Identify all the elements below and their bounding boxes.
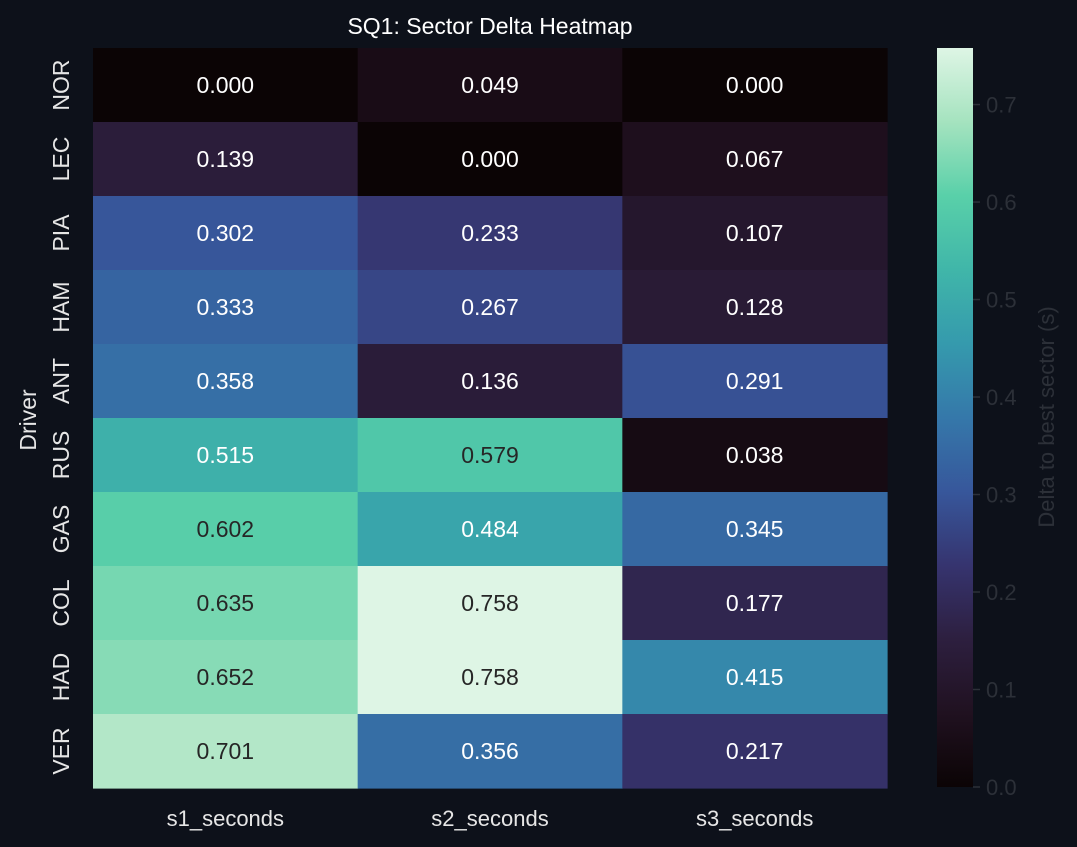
heatmap-cell bbox=[622, 566, 888, 641]
cell-value-label: 0.049 bbox=[461, 72, 519, 98]
y-axis-label: Driver bbox=[15, 389, 41, 451]
colorbar-tick-label: 0.1 bbox=[986, 678, 1017, 703]
row-label: VER bbox=[48, 727, 74, 774]
cell-value-label: 0.000 bbox=[197, 72, 255, 98]
cell-value-label: 0.233 bbox=[461, 220, 519, 246]
heatmap-cell bbox=[93, 566, 359, 641]
heatmap-cell bbox=[622, 714, 888, 789]
row-label: HAM bbox=[48, 281, 74, 332]
heatmap-cell bbox=[93, 270, 359, 345]
row-label: COL bbox=[48, 579, 74, 627]
heatmap-cell bbox=[93, 714, 359, 789]
row-label: ANT bbox=[48, 358, 74, 404]
heatmap-cell bbox=[93, 492, 359, 567]
cell-value-label: 0.358 bbox=[197, 368, 255, 394]
cell-value-label: 0.136 bbox=[461, 368, 519, 394]
colorbar-tick-label: 0.2 bbox=[986, 580, 1017, 605]
row-label: NOR bbox=[48, 59, 74, 110]
cell-value-label: 0.217 bbox=[726, 738, 784, 764]
column-tick-labels: s1_seconds s2_seconds s3_seconds bbox=[167, 806, 814, 831]
colorbar-tick-label: 0.4 bbox=[986, 385, 1017, 410]
colorbar-tick-label: 0.5 bbox=[986, 288, 1017, 313]
heatmap-cell bbox=[357, 566, 623, 641]
heatmap-cells: 0.000 0.049 0.000 0.139 0.000 0.067 0.302 0.233… bbox=[93, 48, 888, 789]
cell-value-label: 0.139 bbox=[197, 146, 255, 172]
row-label: HAD bbox=[48, 653, 74, 702]
cell-value-label: 0.484 bbox=[461, 516, 519, 542]
heatmap-cell bbox=[357, 640, 623, 715]
column-label: s1_seconds bbox=[167, 806, 284, 831]
cell-value-label: 0.291 bbox=[726, 368, 784, 394]
cell-value-label: 0.515 bbox=[197, 442, 255, 468]
cell-value-label: 0.635 bbox=[197, 590, 255, 616]
heatmap-cell bbox=[357, 492, 623, 567]
cell-value-label: 0.345 bbox=[726, 516, 784, 542]
colorbar-tick-label: 0.7 bbox=[986, 93, 1017, 118]
cell-value-label: 0.356 bbox=[461, 738, 519, 764]
colorbar-label: Delta to best sector (s) bbox=[1034, 306, 1059, 527]
heatmap-cell bbox=[622, 270, 888, 345]
heatmap-cell bbox=[622, 196, 888, 271]
cell-value-label: 0.038 bbox=[726, 442, 784, 468]
colorbar-tick-label: 0.3 bbox=[986, 483, 1017, 508]
colorbar-ticks: 0.0 0.1 0.2 0.3 0.4 0.5 0.6 0.7 bbox=[973, 93, 1017, 800]
heatmap-cell bbox=[93, 48, 359, 123]
heatmap-cell bbox=[93, 122, 359, 197]
heatmap-cell bbox=[357, 344, 623, 419]
colorbar-tick-label: 0.0 bbox=[986, 775, 1017, 800]
row-label: LEC bbox=[48, 137, 74, 182]
heatmap-cell bbox=[622, 344, 888, 419]
heatmap-cell bbox=[622, 418, 888, 493]
row-tick-labels: NOR LEC PIA HAM ANT RUS GAS COL HAD VER bbox=[48, 59, 74, 774]
row-label: PIA bbox=[48, 214, 74, 252]
heatmap-cell bbox=[357, 270, 623, 345]
heatmap-cell bbox=[622, 48, 888, 123]
column-label: s3_seconds bbox=[696, 806, 813, 831]
chart-title: SQ1: Sector Delta Heatmap bbox=[347, 13, 632, 39]
cell-value-label: 0.333 bbox=[197, 294, 255, 320]
colorbar-tick-label: 0.6 bbox=[986, 190, 1017, 215]
heatmap-cell bbox=[93, 196, 359, 271]
column-label: s2_seconds bbox=[431, 806, 548, 831]
colorbar-gradient bbox=[937, 48, 973, 787]
colorbar: 0.0 0.1 0.2 0.3 0.4 0.5 0.6 0.7 Delta to best s… bbox=[937, 48, 1059, 800]
heatmap-cell bbox=[93, 640, 359, 715]
cell-value-label: 0.302 bbox=[197, 220, 255, 246]
cell-value-label: 0.602 bbox=[197, 516, 255, 542]
heatmap-cell bbox=[357, 418, 623, 493]
cell-value-label: 0.177 bbox=[726, 590, 784, 616]
heatmap-cell bbox=[622, 492, 888, 567]
cell-value-label: 0.758 bbox=[461, 664, 519, 690]
cell-value-label: 0.415 bbox=[726, 664, 784, 690]
cell-value-label: 0.579 bbox=[461, 442, 519, 468]
row-label: RUS bbox=[48, 431, 74, 480]
cell-value-label: 0.701 bbox=[197, 738, 255, 764]
heatmap-cell bbox=[93, 344, 359, 419]
cell-value-label: 0.067 bbox=[726, 146, 784, 172]
cell-value-label: 0.758 bbox=[461, 590, 519, 616]
heatmap-cell bbox=[622, 122, 888, 197]
cell-value-label: 0.267 bbox=[461, 294, 519, 320]
row-label: GAS bbox=[48, 505, 74, 554]
heatmap-cell bbox=[357, 196, 623, 271]
heatmap-cell bbox=[357, 714, 623, 789]
heatmap-cell bbox=[93, 418, 359, 493]
cell-value-label: 0.000 bbox=[726, 72, 784, 98]
cell-value-label: 0.107 bbox=[726, 220, 784, 246]
cell-value-label: 0.000 bbox=[461, 146, 519, 172]
heatmap-cell bbox=[622, 640, 888, 715]
heatmap-cell bbox=[357, 122, 623, 197]
cell-value-label: 0.128 bbox=[726, 294, 784, 320]
heatmap-cell bbox=[357, 48, 623, 123]
cell-value-label: 0.652 bbox=[197, 664, 255, 690]
